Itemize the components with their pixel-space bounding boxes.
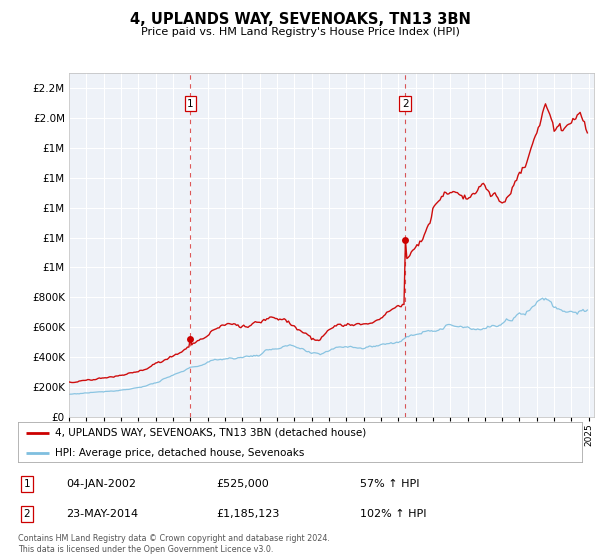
- Text: 23-MAY-2014: 23-MAY-2014: [66, 509, 138, 519]
- Text: 1: 1: [187, 99, 194, 109]
- Text: Contains HM Land Registry data © Crown copyright and database right 2024.: Contains HM Land Registry data © Crown c…: [18, 534, 330, 543]
- Text: 57% ↑ HPI: 57% ↑ HPI: [360, 479, 419, 489]
- Text: Price paid vs. HM Land Registry's House Price Index (HPI): Price paid vs. HM Land Registry's House …: [140, 27, 460, 37]
- Text: 4, UPLANDS WAY, SEVENOAKS, TN13 3BN: 4, UPLANDS WAY, SEVENOAKS, TN13 3BN: [130, 12, 470, 27]
- Text: £1,185,123: £1,185,123: [216, 509, 280, 519]
- Text: 2: 2: [402, 99, 409, 109]
- Text: 2: 2: [23, 509, 31, 519]
- Text: 04-JAN-2002: 04-JAN-2002: [66, 479, 136, 489]
- Text: 102% ↑ HPI: 102% ↑ HPI: [360, 509, 427, 519]
- Text: HPI: Average price, detached house, Sevenoaks: HPI: Average price, detached house, Seve…: [55, 448, 304, 458]
- Text: 1: 1: [23, 479, 31, 489]
- Text: £525,000: £525,000: [216, 479, 269, 489]
- Text: This data is licensed under the Open Government Licence v3.0.: This data is licensed under the Open Gov…: [18, 545, 274, 554]
- Text: 4, UPLANDS WAY, SEVENOAKS, TN13 3BN (detached house): 4, UPLANDS WAY, SEVENOAKS, TN13 3BN (det…: [55, 428, 366, 438]
